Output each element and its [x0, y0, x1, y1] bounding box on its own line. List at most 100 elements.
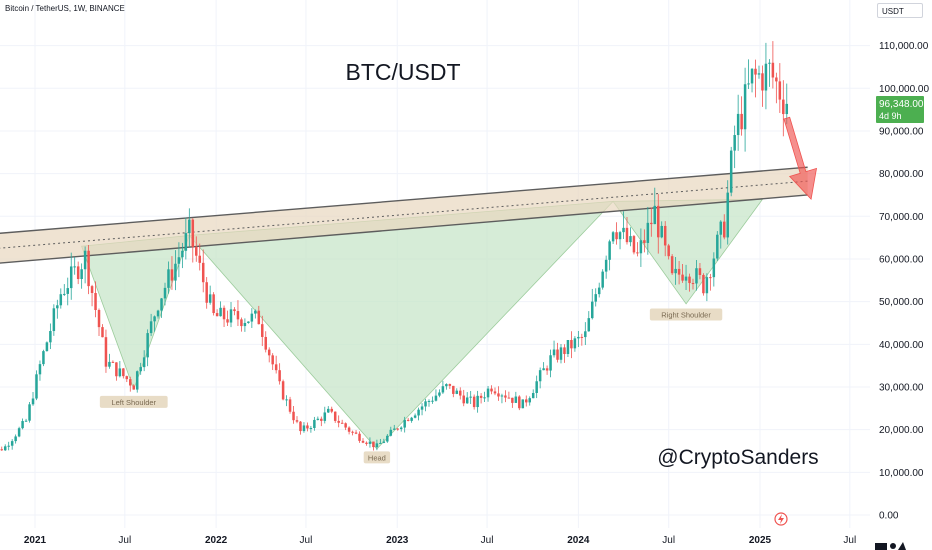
candle-body [233, 309, 236, 312]
candle-body [782, 99, 785, 115]
x-axis[interactable]: 2021 Jul 2022 Jul 2023 Jul 2024 Jul 2025 Jul [24, 535, 856, 546]
candle-body [556, 349, 559, 360]
candle-body [538, 370, 542, 382]
candle-body [31, 398, 35, 405]
y-tick-label: 110,000.00 [879, 41, 929, 52]
candle-body [552, 349, 556, 356]
candle-body [191, 219, 195, 247]
candle-body [0, 449, 4, 451]
projection-arrow [783, 116, 818, 201]
candle-body [684, 276, 688, 281]
candle-body [236, 311, 240, 320]
candle-body [441, 386, 445, 393]
zone-fill [0, 167, 808, 264]
candle-body [427, 400, 431, 402]
candle-body [14, 436, 17, 442]
candle-body [42, 351, 45, 365]
candle-body [344, 423, 347, 428]
candle-body [35, 374, 38, 399]
candle-body [372, 441, 375, 448]
candle-body [163, 287, 167, 299]
candle-body [507, 397, 511, 399]
tradingview-logo-icon [875, 542, 906, 550]
candle-body [545, 368, 549, 371]
candle-body [316, 418, 320, 420]
candle-body [73, 266, 76, 268]
candle-body [754, 68, 757, 75]
candle-body [396, 428, 399, 430]
candle-body [584, 331, 587, 338]
pattern-label-box [363, 451, 391, 464]
candle-body [670, 256, 674, 274]
candle-body [695, 268, 698, 284]
pattern-label: Left Shoulder [111, 398, 156, 407]
candle-body [375, 443, 379, 448]
candle-body [559, 347, 563, 360]
candle-body [271, 355, 274, 365]
candle-body [417, 409, 420, 416]
candle-body [653, 205, 657, 225]
candle-body [226, 319, 229, 323]
candle-body [49, 331, 52, 343]
candle-body [716, 234, 719, 259]
candle-body [660, 225, 663, 238]
candle-body [257, 310, 261, 325]
candle-body [80, 269, 83, 280]
candle-body [219, 307, 222, 317]
candle-body [573, 338, 577, 349]
candle-body [299, 421, 302, 432]
candle-body [205, 282, 208, 303]
candle-body [184, 233, 188, 251]
candle-body [594, 294, 597, 302]
candle-body [295, 420, 299, 422]
candle-body [729, 150, 733, 193]
x-tick-label: Jul [843, 535, 856, 546]
candle-body [177, 257, 181, 264]
candle-body [38, 364, 42, 375]
pattern-triangle [612, 198, 764, 305]
candle-body [132, 385, 135, 390]
candle-body [208, 294, 212, 303]
candle-body [657, 205, 660, 238]
lightning-icon[interactable] [774, 512, 788, 526]
candle-body [90, 286, 94, 293]
y-axis[interactable]: 0.00 10,000.00 20,000.00 30,000.00 40,000.00… [879, 41, 929, 521]
zone-lower-line [0, 194, 808, 264]
candle-body [785, 103, 789, 115]
candle-body [386, 435, 389, 442]
candle-body [677, 268, 681, 275]
candle-body [601, 271, 604, 288]
candle-body [681, 274, 684, 281]
candle-body [361, 440, 365, 443]
x-tick-label: Jul [300, 535, 313, 546]
candle-body [118, 368, 122, 377]
candle-body [83, 250, 87, 270]
candle-body [347, 427, 351, 432]
candle-body [518, 396, 521, 409]
candle-body [410, 417, 413, 421]
candle-body [580, 336, 584, 338]
candle-body [497, 393, 500, 397]
candle-body [698, 268, 702, 275]
candle-body [525, 399, 528, 403]
x-tick-label: 2025 [749, 535, 772, 546]
candle-body [320, 418, 323, 421]
candle-body [399, 427, 403, 430]
candle-body [743, 84, 747, 130]
x-tick-label: 2024 [567, 535, 590, 546]
candle-body [160, 298, 163, 311]
candle-body [691, 283, 695, 285]
candle-body [629, 236, 632, 243]
candle-body [465, 397, 469, 404]
candle-body [646, 222, 650, 243]
candle-body [483, 397, 486, 399]
y-tick-label: 90,000.00 [879, 126, 924, 137]
candle-body [764, 63, 768, 91]
candle-body [292, 411, 295, 421]
candle-body [674, 268, 677, 274]
candle-body [306, 425, 309, 429]
candle-body [639, 240, 643, 254]
currency-button[interactable]: USDT [877, 3, 923, 18]
candle-body [288, 399, 292, 412]
